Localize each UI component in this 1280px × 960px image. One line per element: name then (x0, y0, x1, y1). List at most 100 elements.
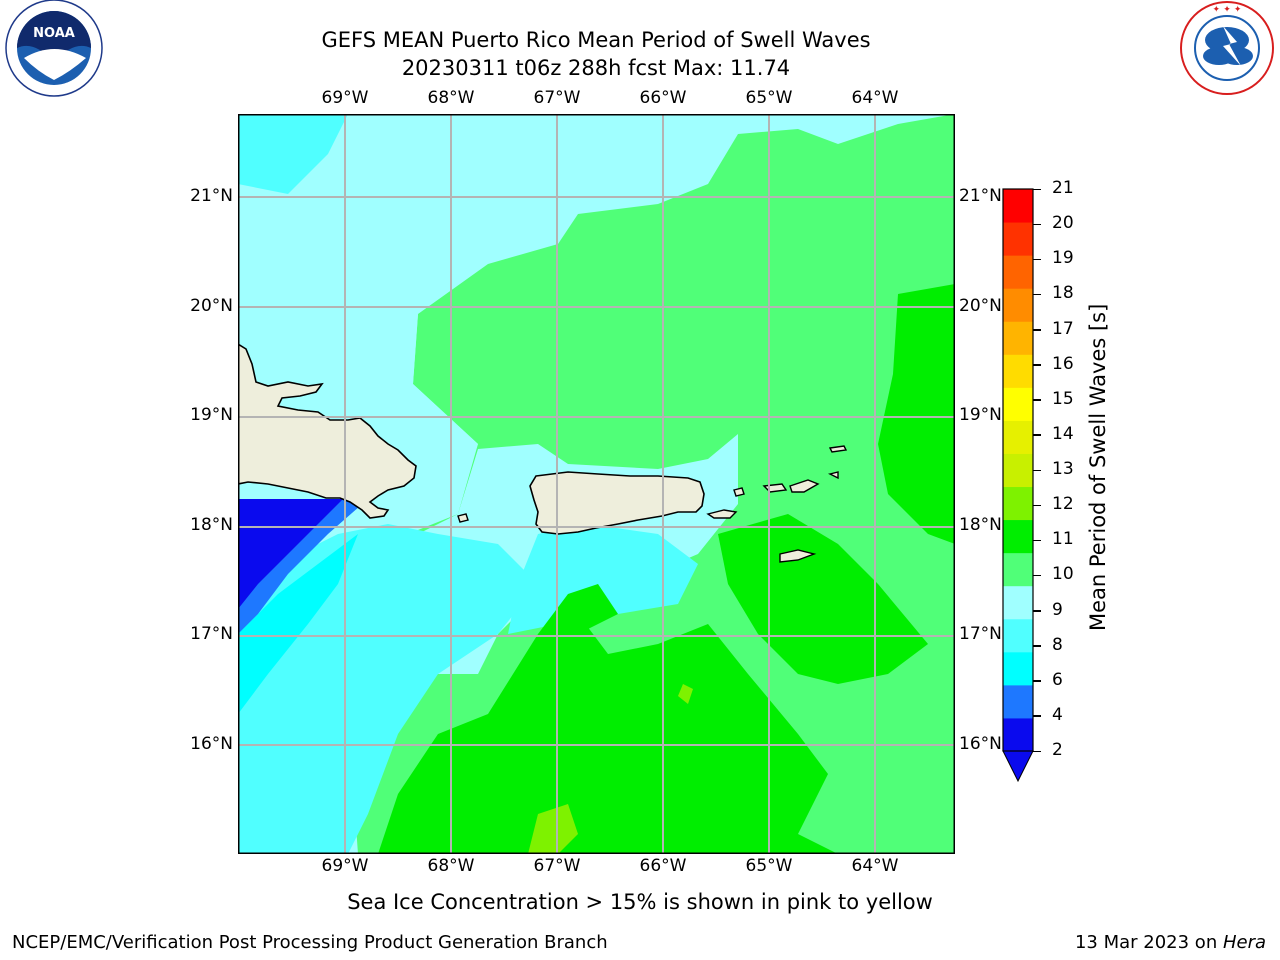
colorbar-band (1003, 519, 1033, 554)
colorbar-band (1003, 222, 1033, 256)
colorbar-tick-label: 8 (1052, 634, 1063, 655)
lon-label-top: 64°W (851, 88, 899, 108)
colorbar-band (1003, 387, 1033, 421)
contour-6-8 (238, 534, 358, 714)
swell-period-map (238, 114, 955, 854)
lat-label-right: 18°N (959, 515, 1002, 535)
lon-label-top: 65°W (745, 88, 793, 108)
colorbar-band (1003, 651, 1033, 686)
lat-label-left: 16°N (190, 734, 233, 754)
lon-label-top: 68°W (427, 88, 475, 108)
lat-label-right: 17°N (959, 624, 1002, 644)
colorbar-tick-mark (1033, 539, 1041, 542)
colorbar-tick-mark (1033, 504, 1041, 507)
colorbar-band (1003, 453, 1033, 488)
contour-8-9-pr (508, 524, 698, 634)
colorbar-tick-mark (1033, 258, 1041, 261)
land-hispaniola (238, 343, 417, 519)
colorbar-tick-mark (1033, 188, 1041, 190)
land-mona (457, 513, 469, 523)
land-virgin-islands-2 (789, 479, 820, 493)
lon-label-bottom: 69°W (321, 856, 369, 876)
lat-label-left: 19°N (190, 405, 233, 425)
colorbar-tick-mark (1033, 293, 1041, 296)
nws-logo: ✦ ✦ ✦ (1175, 0, 1279, 100)
lat-label-left: 17°N (190, 624, 233, 644)
colorbar-tick-label: 9 (1052, 599, 1063, 620)
lon-label-top: 69°W (321, 88, 369, 108)
lon-label-bottom: 68°W (427, 856, 475, 876)
colorbar-band (1003, 717, 1033, 752)
colorbar-band (1003, 552, 1033, 587)
chart-title-line2: 20230311 t06z 288h fcst Max: 11.74 (401, 56, 791, 80)
lat-label-left: 20°N (190, 296, 233, 316)
lat-label-left: 21°N (190, 186, 233, 206)
colorbar-tick-label: 10 (1052, 564, 1074, 585)
lat-label-right: 19°N (959, 405, 1002, 425)
contour-11-12-east (878, 284, 955, 544)
colorbar-band (1003, 618, 1033, 653)
land-virgin-islands-3 (828, 445, 848, 453)
land-vieques (706, 509, 738, 519)
chart-title-line1: GEFS MEAN Puerto Rico Mean Period of Swe… (321, 28, 871, 52)
sea-ice-note: Sea Ice Concentration > 15% is shown in … (347, 890, 933, 914)
noaa-logo-text: NOAA (33, 26, 75, 41)
colorbar-tick-mark (1033, 469, 1041, 471)
colorbar-tick-label: 4 (1052, 704, 1063, 725)
colorbar-tick-mark (1033, 610, 1041, 612)
lon-label-bottom: 65°W (745, 856, 793, 876)
noaa-logo: NOAA (4, 0, 104, 100)
lat-label-right: 20°N (959, 296, 1002, 316)
contour-12-13 (528, 804, 578, 854)
lon-label-bottom: 66°W (639, 856, 687, 876)
colorbar-tick-mark (1033, 574, 1041, 577)
footer-host: Hera (1222, 932, 1266, 953)
colorbar-tick-label: 11 (1052, 529, 1074, 550)
colorbar-tick-mark (1033, 680, 1041, 682)
contour-8-9 (238, 114, 348, 194)
contour-12-13-b (678, 684, 693, 704)
colorbar-band (1003, 189, 1033, 223)
contour-11-12-south (378, 614, 838, 854)
colorbar-band (1003, 420, 1033, 454)
colorbar-tick-label: 6 (1052, 669, 1063, 690)
colorbar-band (1003, 585, 1033, 620)
footer-date: 13 Mar 2023 on Hera (1075, 932, 1266, 953)
colorbar-tick-mark (1033, 223, 1041, 226)
lat-label-right: 16°N (959, 734, 1002, 754)
noaa-logo-icon: NOAA (5, 0, 103, 97)
colorbar-tick-label: 21 (1052, 178, 1074, 198)
colorbar-tick-mark (1033, 399, 1041, 401)
colorbar-tick-mark (1033, 364, 1041, 366)
colorbar-tick-label: 20 (1052, 213, 1074, 234)
colorbar-tick-label: 19 (1052, 248, 1074, 269)
lon-label-bottom: 64°W (851, 856, 899, 876)
colorbar-label: Mean Period of Swell Waves [s] (1086, 303, 1110, 631)
colorbar-band (1003, 288, 1033, 322)
footer-credit: NCEP/EMC/Verification Post Processing Pr… (12, 932, 608, 953)
colorbar-band (1003, 486, 1033, 521)
colorbar-tick-label: 2 (1052, 740, 1063, 760)
nws-logo-icon: ✦ ✦ ✦ (1180, 1, 1274, 95)
map-frame (238, 114, 955, 854)
colorbar-tick-mark (1033, 715, 1041, 717)
lon-label-bottom: 67°W (533, 856, 581, 876)
colorbar-tick-label: 14 (1052, 423, 1074, 444)
colorbar-tick-label: 16 (1052, 353, 1074, 374)
land-st-croix (779, 549, 817, 563)
lat-label-right: 21°N (959, 186, 1002, 206)
colorbar-tick-label: 17 (1052, 318, 1074, 339)
colorbar (1002, 188, 1034, 783)
colorbar-tick-mark (1033, 434, 1041, 436)
footer-date-prefix: 13 Mar 2023 on (1074, 932, 1223, 953)
lon-label-top: 66°W (639, 88, 687, 108)
lat-label-left: 18°N (190, 515, 233, 535)
colorbar-tick-label: 13 (1052, 459, 1074, 479)
lon-label-top: 67°W (533, 88, 581, 108)
colorbar-tick-label: 18 (1052, 283, 1074, 304)
land-virgin-islands-4 (827, 471, 839, 480)
graticule (238, 114, 955, 854)
colorbar-tick-mark (1033, 329, 1041, 331)
colorbar-tick-mark (1033, 645, 1041, 647)
colorbar-tick-label: 12 (1052, 494, 1074, 515)
